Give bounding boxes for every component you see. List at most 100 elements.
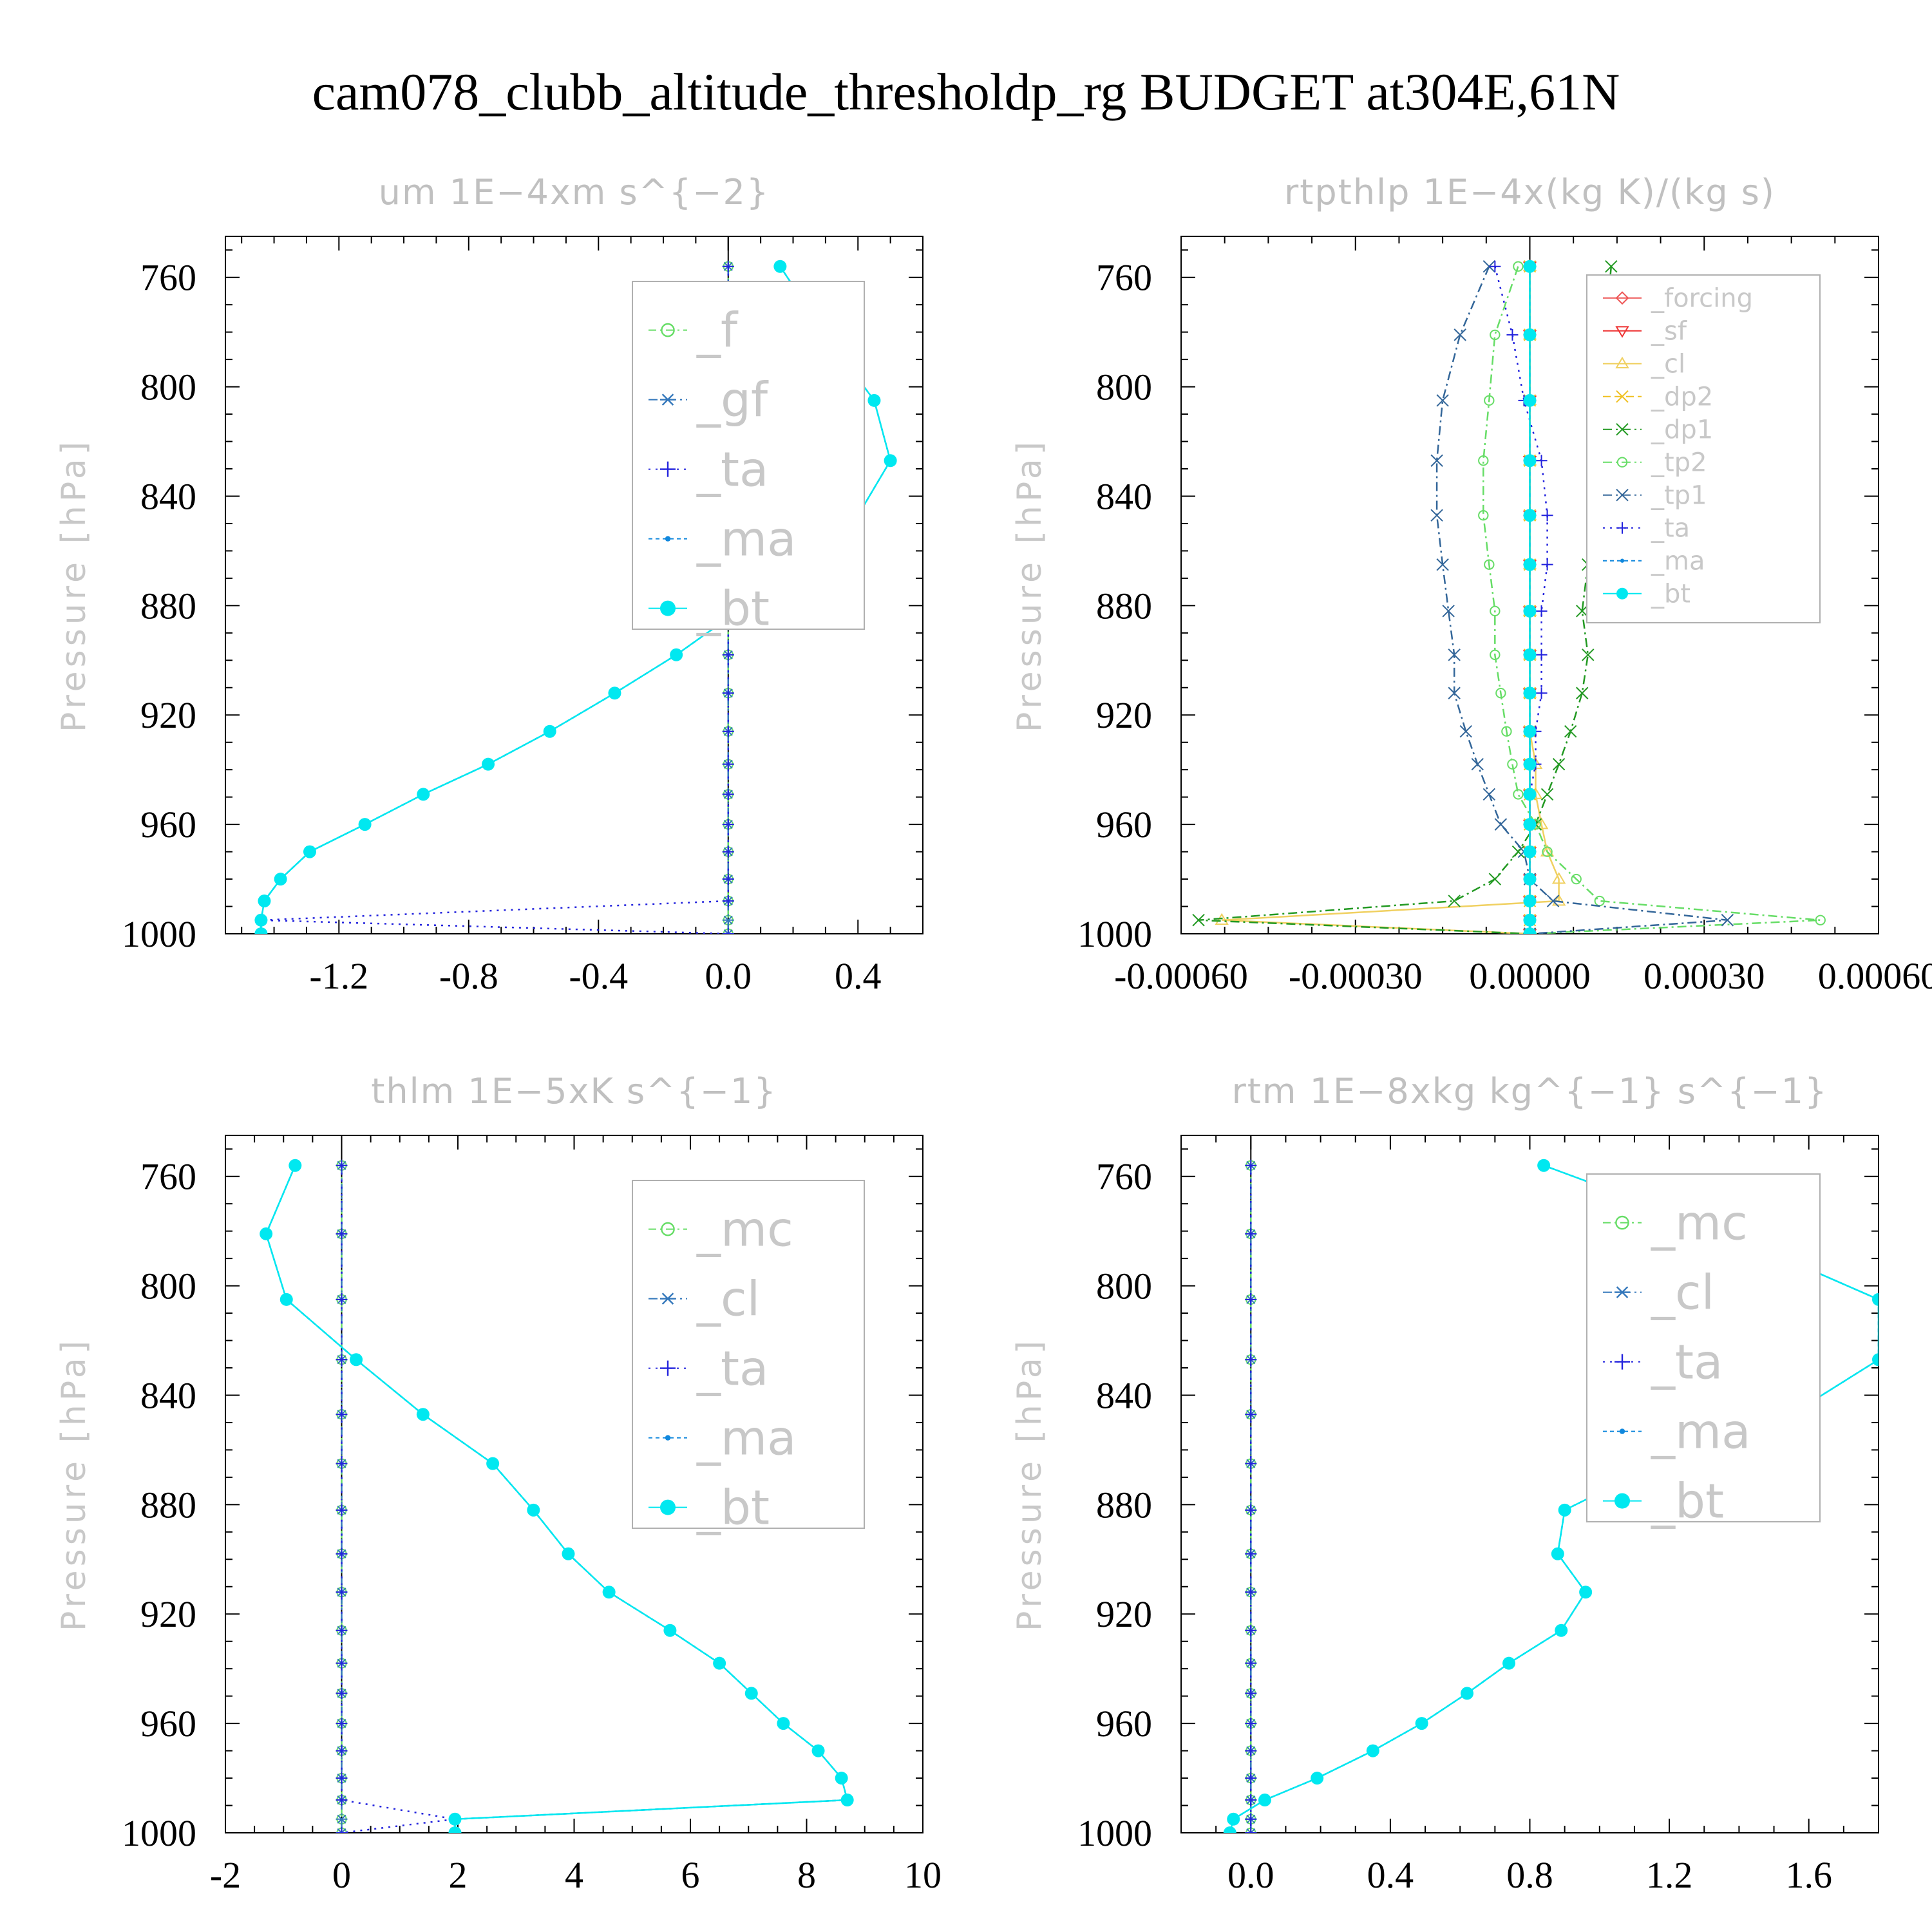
data-point xyxy=(1537,1159,1551,1172)
legend-label: _gf xyxy=(696,373,769,428)
panel-title: rtpthlp 1E−4x(kg K)/(kg s) xyxy=(1284,172,1776,213)
data-point xyxy=(1501,726,1512,737)
data-point xyxy=(336,1408,348,1421)
data-point xyxy=(722,928,734,934)
data-point xyxy=(722,846,734,858)
data-point xyxy=(1523,818,1537,831)
data-point xyxy=(1534,817,1549,829)
data-point xyxy=(608,687,621,700)
data-point xyxy=(1448,687,1461,699)
data-point xyxy=(1582,649,1595,661)
data-point xyxy=(722,758,734,770)
legend-box xyxy=(1586,1173,1821,1522)
x-tick-label: -2 xyxy=(210,1854,241,1896)
data-point xyxy=(1523,927,1537,934)
legend-label: _bt xyxy=(1651,1474,1724,1530)
legend-item: _gf xyxy=(649,373,769,428)
legend-item: _bt xyxy=(1603,1474,1724,1530)
data-point xyxy=(543,724,556,738)
data-point xyxy=(1815,914,1826,925)
panel-4: rtm 1E−8xkg kg^{−1} s^{−1} Pressure [hPa]… xyxy=(1010,1071,1879,1896)
data-point xyxy=(663,1624,677,1637)
data-point xyxy=(1555,1624,1568,1637)
legend-label: _cl xyxy=(1651,350,1685,379)
data-point xyxy=(1245,1624,1257,1636)
data-point xyxy=(1245,1794,1257,1806)
y-tick-label: 760 xyxy=(140,257,196,299)
data-point xyxy=(1513,789,1524,800)
y-tick-label: 800 xyxy=(1096,1265,1152,1307)
data-point xyxy=(1523,845,1537,858)
legend-swatch-marker xyxy=(1616,422,1629,436)
x-tick-label: 0 xyxy=(332,1854,351,1896)
data-point xyxy=(1872,1353,1879,1367)
panel-3: thlm 1E−5xK s^{−1}Pressure [hPa]76080084… xyxy=(55,1071,942,1896)
data-point xyxy=(1551,894,1566,906)
x-tick-label: -0.00060 xyxy=(1114,955,1248,997)
legend: _mc _cl _ta _ma _bt xyxy=(632,1180,865,1536)
legend-item: _ta xyxy=(1603,514,1690,544)
legend-swatch-marker xyxy=(1620,558,1625,563)
legend-item: _mc xyxy=(649,1202,793,1258)
data-point xyxy=(1478,510,1489,521)
data-point xyxy=(722,929,734,934)
data-point xyxy=(1489,260,1501,272)
legend-label: _ta xyxy=(1651,514,1690,544)
data-point xyxy=(713,1656,726,1670)
legend-item: _cl xyxy=(1603,350,1685,379)
data-point xyxy=(527,1503,540,1517)
y-tick-label: 880 xyxy=(140,585,196,627)
data-point xyxy=(336,1772,348,1785)
y-tick-label: 840 xyxy=(140,1374,196,1416)
data-point xyxy=(1488,873,1502,886)
legend-swatch-marker xyxy=(1616,457,1628,468)
legend-swatch-marker xyxy=(1616,587,1628,600)
x-tick-label: 0.0 xyxy=(1227,1854,1274,1896)
legend-swatch-marker xyxy=(1615,1215,1629,1230)
y-tick-label: 840 xyxy=(1096,1374,1152,1416)
data-point xyxy=(336,1814,348,1824)
data-point xyxy=(1576,605,1589,618)
legend-item: _ta xyxy=(1603,1335,1723,1390)
data-point xyxy=(1511,845,1525,858)
legend-item: _ma xyxy=(1603,1405,1750,1460)
data-point xyxy=(274,873,287,886)
y-tick-label: 800 xyxy=(1096,366,1152,408)
data-point xyxy=(1471,757,1484,771)
y-tick-label: 960 xyxy=(140,804,196,846)
data-point xyxy=(350,1353,363,1367)
x-tick-label: 1.2 xyxy=(1646,1854,1693,1896)
x-tick-label: -1.2 xyxy=(309,955,368,997)
x-tick-label: 6 xyxy=(681,1854,700,1896)
legend: _forcing _sf _cl _dp2 _dp1_tp2_tp1_ta _ma _bt xyxy=(1586,274,1821,623)
data-point xyxy=(336,1504,348,1516)
data-point xyxy=(1245,1772,1257,1785)
data-point xyxy=(1415,1717,1428,1730)
data-point xyxy=(722,873,734,886)
legend-swatch-marker xyxy=(665,1435,671,1441)
data-point xyxy=(1541,558,1553,571)
legend-label: _sf xyxy=(1651,317,1687,346)
y-tick-label: 800 xyxy=(140,1265,196,1307)
data-point xyxy=(835,1772,848,1785)
data-point xyxy=(336,1548,348,1560)
data-point xyxy=(1478,455,1489,466)
data-point xyxy=(289,1159,302,1172)
legend-swatch-marker xyxy=(1616,488,1629,502)
legend-box xyxy=(632,1180,865,1529)
series-group xyxy=(260,1159,854,1833)
data-point xyxy=(416,1408,430,1421)
data-point xyxy=(884,454,897,468)
legend-swatch-marker xyxy=(661,323,675,337)
legend-label: _mc xyxy=(696,1202,793,1258)
legend-label: _cl xyxy=(1651,1265,1714,1321)
data-point xyxy=(336,1745,348,1757)
data-point xyxy=(1245,1745,1257,1757)
series-line xyxy=(1435,266,1728,934)
legend-item: _ta xyxy=(649,442,768,498)
legend-item: _ma xyxy=(649,512,796,567)
data-point xyxy=(1258,1794,1271,1807)
data-point xyxy=(1442,605,1455,618)
data-point xyxy=(722,725,734,737)
